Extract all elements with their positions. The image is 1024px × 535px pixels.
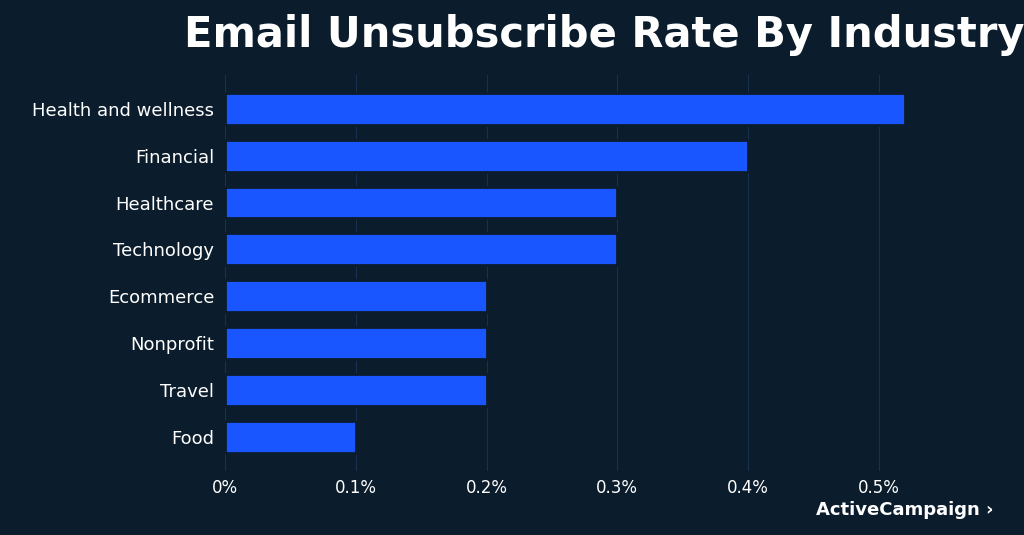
Bar (225, 374, 486, 406)
Bar (225, 421, 356, 453)
Bar (225, 187, 617, 218)
Bar (225, 140, 748, 172)
Text: ActiveCampaign ›: ActiveCampaign › (816, 501, 993, 519)
Bar (225, 93, 904, 125)
Bar (225, 233, 617, 265)
Bar (225, 327, 486, 359)
Title: Email Unsubscribe Rate By Industry: Email Unsubscribe Rate By Industry (184, 14, 1024, 56)
Bar (225, 280, 486, 312)
